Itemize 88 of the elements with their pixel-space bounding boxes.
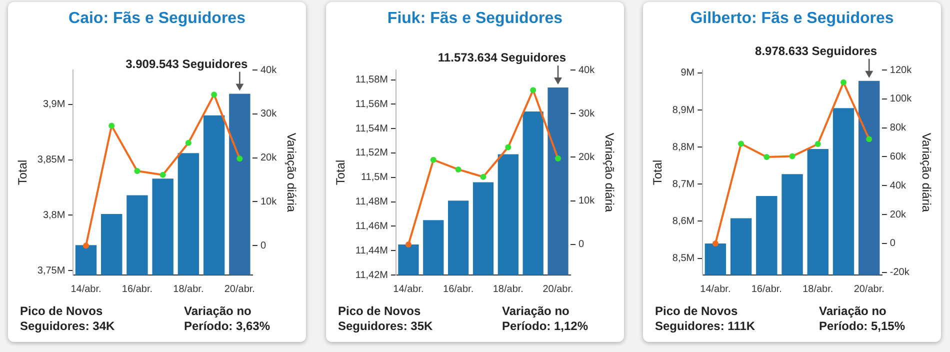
x-tick-label: 16/abr. — [122, 284, 153, 295]
y2-tick-label: 40k — [260, 64, 278, 76]
point — [160, 172, 166, 178]
point — [530, 87, 536, 94]
y2-tick-label: 0 — [890, 238, 896, 250]
y-axis-title: Total — [16, 160, 30, 186]
y-tick-label: 8,9M — [672, 104, 695, 116]
y-tick-label: 8,8M — [672, 142, 695, 153]
text: Variação no Período: 5,15% — [819, 304, 906, 334]
chart-title: Caio: Fãs e Seguidores — [68, 10, 246, 28]
y-tick-label: 3,9M — [42, 99, 66, 110]
point — [455, 166, 462, 172]
x-tick-label: 20/abr. — [224, 284, 255, 295]
y-tick-label: 3,75M — [37, 265, 66, 276]
y2-tick-label: 100k — [890, 94, 913, 105]
y-tick-label: 11,46M — [355, 220, 388, 232]
point — [789, 153, 796, 160]
y-tick-label: 3,8M — [42, 210, 66, 221]
x-tick-label: 20/abr. — [854, 284, 884, 295]
y-tick-label: 11,48M — [355, 196, 388, 208]
y-axis-title: Total — [650, 160, 665, 186]
point — [866, 136, 872, 142]
x-tick-label: 16/abr. — [751, 284, 782, 295]
y2-tick-label: 30k — [260, 108, 278, 120]
x-tick-label: 18/abr. — [492, 284, 524, 295]
point — [430, 156, 436, 163]
annotation: 11.573.634 Seguidores — [438, 50, 566, 65]
annotation: 3.909.543 Seguidores — [126, 56, 248, 71]
y-tick-label: 8,6M — [672, 216, 695, 227]
text: Variação no Período: 3,63% — [184, 304, 272, 334]
y2-tick-label: 40k — [578, 64, 596, 76]
text: Pico de Novos Seguidores: 35K — [338, 304, 434, 334]
point — [712, 240, 718, 246]
y2-tick-label: 20k — [890, 209, 908, 220]
point — [211, 92, 218, 98]
point — [185, 140, 192, 146]
y-axis-title: Total — [334, 160, 348, 186]
y2-tick-label: 10k — [260, 196, 278, 208]
y-tick-label: 11,42M — [355, 270, 388, 281]
y-tick-label: 3,85M — [37, 154, 66, 166]
y-tick-label: 11,56M — [355, 98, 388, 110]
y-tick-label: 8,5M — [672, 253, 695, 264]
y2-axis-title: Variação diária — [284, 132, 298, 212]
text: Variação no Período: 1,12% — [502, 304, 590, 334]
chart-title: Gilberto: Fãs e Seguidores — [689, 10, 895, 28]
point — [764, 154, 770, 160]
y-tick-label: 9M — [680, 68, 695, 79]
annotation: 8.978.633 Seguidores — [755, 44, 878, 58]
y2-tick-label: 80k — [890, 122, 908, 134]
x-tick-label: 20/abr. — [542, 284, 574, 295]
y-tick-label: 11,58M — [355, 74, 388, 86]
y-tick-label: 8,7M — [672, 178, 695, 190]
y2-tick-label: 10k — [578, 196, 596, 207]
point — [814, 141, 821, 148]
point — [83, 242, 89, 249]
point — [505, 144, 512, 150]
point — [134, 168, 140, 174]
x-tick-label: 16/abr. — [443, 284, 474, 295]
y2-tick-label: 30k — [578, 108, 596, 120]
y2-tick-label: -20k — [890, 267, 910, 278]
y2-axis-title: Variação diária — [602, 132, 616, 212]
y2-tick-label: 40k — [890, 180, 908, 192]
y-tick-label: 11,52M — [355, 148, 388, 159]
y2-tick-label: 60k — [890, 151, 908, 162]
y2-tick-label: 0 — [260, 240, 266, 252]
y2-tick-label: 0 — [578, 239, 584, 250]
x-tick-label: 18/abr. — [173, 284, 204, 295]
text: Pico de Novos Seguidores: 111K — [655, 304, 756, 334]
y-tick-label: 11,54M — [355, 123, 388, 134]
point — [840, 79, 846, 86]
y-tick-label: 11,44M — [355, 245, 388, 256]
chart-title: Fiuk: Fãs e Seguidores — [386, 10, 564, 28]
point — [555, 156, 562, 162]
x-tick-label: 14/abr. — [700, 284, 731, 295]
text: Pico de Novos Seguidores: 34K — [20, 304, 116, 334]
x-tick-label: 14/abr. — [393, 284, 424, 295]
y2-axis-title: Variação diária — [919, 132, 934, 212]
point — [738, 140, 744, 147]
point — [405, 241, 412, 248]
point — [480, 174, 486, 180]
y-tick-label: 11,5M — [360, 172, 388, 184]
y2-tick-label: 120k — [890, 64, 913, 76]
point — [236, 156, 243, 162]
y2-tick-label: 20k — [260, 152, 278, 164]
point — [108, 122, 115, 129]
x-tick-label: 14/abr. — [70, 284, 102, 295]
x-tick-label: 18/abr. — [802, 284, 834, 295]
y2-tick-label: 20k — [578, 152, 596, 163]
